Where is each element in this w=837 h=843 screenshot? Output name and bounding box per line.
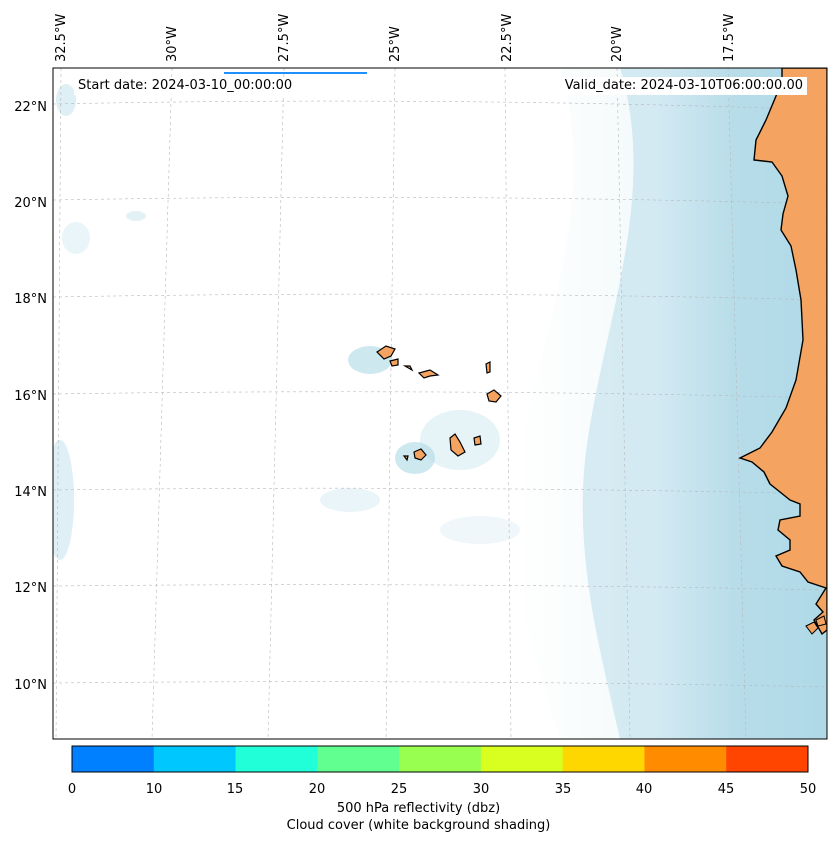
colorbar-ticks: 0 10 15 20 25 30 35 40 45 50 <box>68 782 816 797</box>
colorbar-subtitle: Cloud cover (white background shading) <box>286 818 551 833</box>
colorbar-tick: 0 <box>68 782 76 797</box>
island-santo-antao <box>376 345 396 360</box>
island-boa-vista <box>486 389 502 403</box>
island-fogo <box>413 448 427 461</box>
colorbar-tick: 15 <box>227 782 244 797</box>
lon-label: 25°W <box>388 26 403 62</box>
graticule <box>53 68 827 739</box>
lon-label: 32.5°W <box>54 14 69 62</box>
start-date-label: Start date: 2024-03-10_00:00:00 <box>74 77 297 95</box>
colorbar-tick: 20 <box>309 782 326 797</box>
lon-label: 20°W <box>610 26 625 62</box>
latitude-labels: 22°N 20°N 18°N 16°N 14°N 12°N 10°N <box>14 100 47 693</box>
longitude-labels: 32.5°W 30°W 27.5°W 25°W 22.5°W 20°W 17.5… <box>54 14 737 62</box>
map-frame <box>52 67 828 740</box>
colorbar-title: 500 hPa reflectivity (dbz) <box>336 801 501 816</box>
colorbar-swatches <box>72 746 809 772</box>
colorbar-swatch <box>562 746 645 772</box>
colorbar-tick: 30 <box>473 782 490 797</box>
colorbar: 0 10 15 20 25 30 35 40 45 50 <box>68 745 816 797</box>
lat-label: 22°N <box>14 100 47 115</box>
colorbar-tick: 45 <box>718 782 735 797</box>
map-area <box>53 68 827 739</box>
lat-label: 20°N <box>14 196 47 211</box>
colorbar-tick: 40 <box>636 782 653 797</box>
island-sao-nicolau <box>417 369 440 379</box>
colorbar-frame <box>71 745 809 773</box>
colorbar-swatch <box>726 746 809 772</box>
colorbar-swatch <box>72 746 155 772</box>
lon-label: 22.5°W <box>500 14 515 62</box>
cloud-cover-shading <box>53 68 827 739</box>
colorbar-swatch <box>644 746 727 772</box>
island-santiago <box>449 433 466 457</box>
lat-label: 14°N <box>14 485 47 500</box>
bijagos-islands <box>805 615 827 635</box>
africa-landmass <box>738 68 827 636</box>
colorbar-swatch <box>235 746 318 772</box>
lon-label: 17.5°W <box>722 14 737 62</box>
reflectivity-streak <box>224 72 367 74</box>
colorbar-tick: 35 <box>555 782 572 797</box>
colorbar-tick: 25 <box>391 782 408 797</box>
cabo-verde-islands <box>376 345 502 462</box>
island-brava <box>402 455 409 462</box>
lat-label: 12°N <box>14 581 47 596</box>
island-sal <box>485 361 491 374</box>
lon-label: 30°W <box>165 26 180 62</box>
lon-label: 27.5°W <box>277 14 292 62</box>
island-santa-luzia <box>402 365 414 372</box>
island-maio <box>473 435 482 446</box>
colorbar-swatch <box>317 746 400 772</box>
colorbar-tick: 10 <box>146 782 163 797</box>
colorbar-swatch <box>399 746 482 772</box>
lat-label: 16°N <box>14 389 47 404</box>
colorbar-tick: 50 <box>800 782 817 797</box>
island-sao-vicente <box>389 358 399 367</box>
valid-date-label: Valid_date: 2024-03-10T06:00:00.00 <box>560 77 807 95</box>
lat-label: 18°N <box>14 292 47 307</box>
colorbar-swatch <box>480 746 564 772</box>
lat-label: 10°N <box>14 678 47 693</box>
colorbar-swatch <box>153 746 237 772</box>
